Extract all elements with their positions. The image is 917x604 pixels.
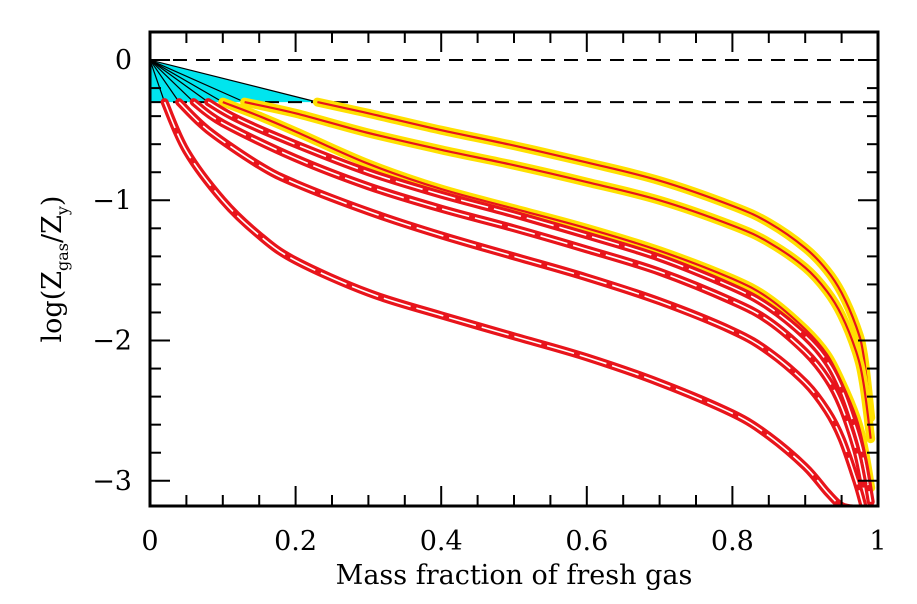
y-axis-title-end: ) (37, 196, 68, 207)
x-tick-label: 1 (869, 526, 886, 557)
series-6 (175, 98, 868, 506)
y-axis-title-sub1: gas (53, 243, 72, 271)
series-1 (312, 97, 876, 423)
plot-area (150, 59, 878, 506)
y-axis-title: log(Zgas/Zy) (37, 196, 72, 343)
y-axis-title-sub2: y (53, 206, 72, 216)
x-axis-title: Mass fraction of fresh gas (336, 560, 693, 591)
fan-line-6 (150, 59, 180, 103)
y-axis-title-main: log(Z (37, 271, 68, 342)
tick-labels: 0 0.2 0.4 0.6 0.8 1 0 −1 −2 −3 (92, 45, 886, 557)
series-4-dash (207, 101, 872, 502)
series-2-line (244, 101, 872, 439)
fan-line-1 (150, 59, 318, 103)
svg-text:log(Zgas/Zy): log(Zgas/Zy) (37, 196, 72, 343)
x-tick-label: 0.2 (274, 526, 317, 557)
y-axis-title-mid: /Z (37, 215, 68, 243)
axis-ticks (149, 31, 879, 506)
fan-line-2 (150, 59, 245, 103)
y-tick-label: −2 (92, 326, 132, 357)
y-tick-label: 0 (115, 45, 132, 76)
x-tick-label: 0.6 (565, 526, 608, 557)
series-7 (160, 98, 860, 506)
x-tick-label: 0.4 (420, 526, 463, 557)
y-tick-label: −1 (92, 185, 132, 216)
series-2 (240, 97, 876, 444)
series-5-dash (193, 101, 865, 484)
fan-line-7 (150, 59, 166, 103)
series-7-dash (163, 101, 844, 506)
series-3-line (222, 101, 872, 488)
series-1-line (317, 101, 872, 418)
y-tick-label: −3 (92, 466, 132, 497)
series-4 (204, 98, 875, 506)
x-tick-label: 0 (141, 526, 158, 557)
series-5 (189, 98, 868, 488)
series-3-band (218, 97, 876, 493)
fan-line-3 (150, 59, 224, 103)
fan-line-4 (150, 59, 209, 103)
fan-line-5 (150, 59, 195, 103)
x-tick-label: 0.8 (711, 526, 754, 557)
series-6-dash (178, 101, 865, 506)
series-3 (218, 97, 876, 493)
